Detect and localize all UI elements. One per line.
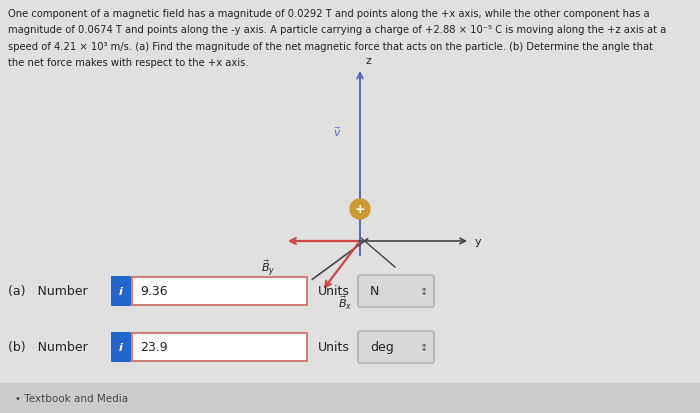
Text: (a)   Number: (a) Number [8,285,88,298]
Text: y: y [475,236,482,247]
Text: z: z [365,56,371,66]
Circle shape [350,199,370,219]
Text: (b)   Number: (b) Number [8,341,88,354]
FancyBboxPatch shape [358,275,434,307]
FancyBboxPatch shape [358,331,434,363]
Text: speed of 4.21 × 10³ m/s. (a) Find the magnitude of the net magnetic force that a: speed of 4.21 × 10³ m/s. (a) Find the ma… [8,42,653,52]
Text: x: x [298,288,305,298]
Text: $\vec{v}$: $\vec{v}$ [333,125,342,138]
Text: $\vec{B}_x$: $\vec{B}_x$ [338,293,352,311]
Text: Units: Units [318,285,350,298]
Text: Units: Units [318,341,350,354]
Text: i: i [119,342,123,352]
Text: One component of a magnetic field has a magnitude of 0.0292 T and points along t: One component of a magnetic field has a … [8,9,650,19]
FancyBboxPatch shape [132,333,307,361]
Text: i: i [119,286,123,296]
Text: ↕: ↕ [420,342,428,352]
Text: N: N [370,285,379,298]
Text: the net force makes with respect to the +x axis.: the net force makes with respect to the … [8,58,248,68]
Text: magnitude of 0.0674 T and points along the -y axis. A particle carrying a charge: magnitude of 0.0674 T and points along t… [8,26,666,36]
Text: +: + [355,203,365,216]
Text: 23.9: 23.9 [140,341,167,354]
FancyBboxPatch shape [0,383,700,413]
Text: 9.36: 9.36 [140,285,167,298]
Text: $\vec{B}_y$: $\vec{B}_y$ [260,259,275,278]
FancyBboxPatch shape [111,332,131,362]
Text: • Textbook and Media: • Textbook and Media [15,393,128,403]
Text: deg: deg [370,341,393,354]
FancyBboxPatch shape [132,277,307,305]
FancyBboxPatch shape [111,276,131,306]
Text: ↕: ↕ [420,286,428,296]
